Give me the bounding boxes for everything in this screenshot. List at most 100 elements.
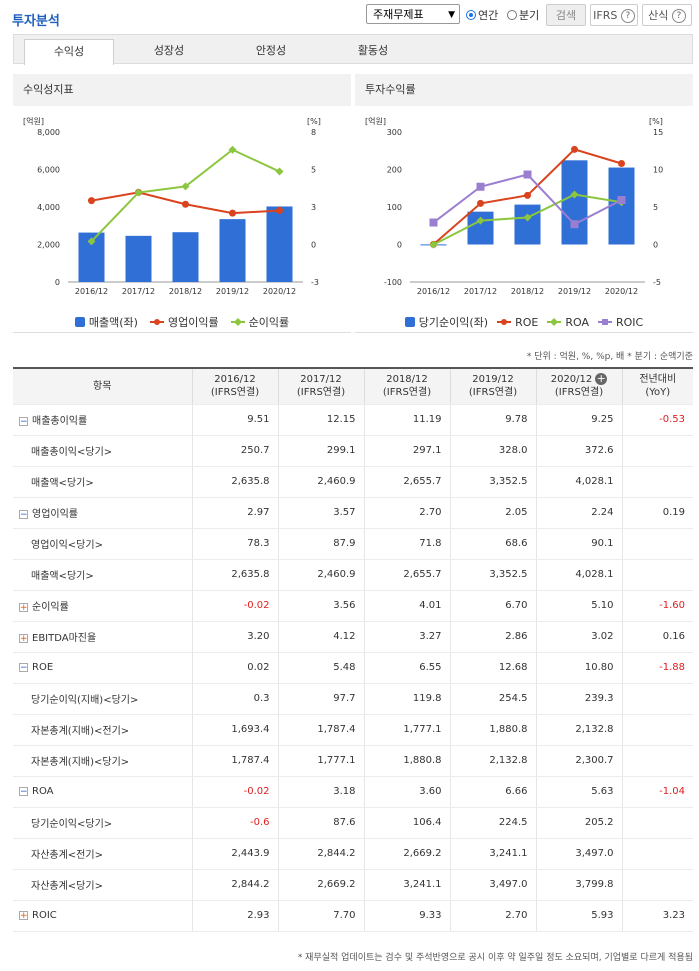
- row-label[interactable]: − ROA: [13, 776, 193, 808]
- radio-quarter[interactable]: 분기: [507, 7, 539, 23]
- cell-value: 3.27: [364, 621, 451, 653]
- tick-label-right: 8: [311, 128, 316, 137]
- cell-value: 2.86: [450, 621, 537, 653]
- cell-value: 12.68: [450, 652, 537, 684]
- cell-value: 5.63: [536, 776, 623, 808]
- cell-value: 4,028.1: [536, 559, 623, 591]
- collapse-icon[interactable]: −: [19, 509, 28, 520]
- cell-yoy: [622, 714, 693, 746]
- expand-icon[interactable]: +: [19, 910, 28, 921]
- legend-item: ROE: [497, 314, 538, 330]
- legend-item: ROIC: [597, 314, 643, 330]
- header-year: 2019/12 (IFRS연결): [450, 368, 537, 405]
- tick-label-left: 6,000: [37, 166, 60, 175]
- cell-yoy: -1.60: [622, 590, 693, 622]
- table-row: + EBITDA마진율 3.20 4.12 3.27 2.86 3.02 0.16: [13, 621, 693, 653]
- cell-yoy: -0.53: [622, 404, 693, 436]
- collapse-icon[interactable]: −: [19, 416, 28, 427]
- radio-checked-icon: [466, 10, 476, 20]
- cell-value: 2,655.7: [364, 559, 451, 591]
- row-label-text: 매출액<당기>: [31, 478, 94, 489]
- row-label-text: 당기순이익(지배)<당기>: [31, 695, 139, 706]
- table-row: 매출액<당기> 2,635.8 2,460.9 2,655.7 3,352.5 4,028…: [13, 466, 693, 498]
- row-label[interactable]: + EBITDA마진율: [13, 621, 193, 653]
- legend-line-icon: [230, 318, 245, 326]
- expand-icon[interactable]: +: [19, 633, 28, 644]
- axis-unit-left: [억원]: [23, 116, 44, 126]
- tick-label-x: 2016/12: [75, 287, 108, 296]
- cell-value: 2,300.7: [536, 745, 623, 777]
- tick-label-x: 2020/12: [605, 287, 638, 296]
- row-label: 매출총이익<당기>: [13, 435, 193, 467]
- legend-line-icon: [497, 319, 512, 325]
- cell-value: 205.2: [536, 807, 623, 839]
- cell-yoy: [622, 559, 693, 591]
- row-label[interactable]: + 순이익률: [13, 590, 193, 622]
- analysis-tabs: 수익성 성장성 안정성 활동성: [13, 34, 693, 65]
- add-column-icon[interactable]: +: [595, 372, 608, 386]
- cell-value: 3,352.5: [450, 559, 537, 591]
- row-label[interactable]: − 매출총이익률: [13, 404, 193, 436]
- row-label: 자산총계<전기>: [13, 838, 193, 870]
- cell-value: 1,787.4: [278, 714, 365, 746]
- row-label: 자본총계(지배)<전기>: [13, 714, 193, 746]
- legend-item: 순이익률: [230, 314, 289, 330]
- cell-value: 3,497.0: [450, 869, 537, 901]
- legend-item: ROA: [547, 314, 589, 330]
- tick-label-left: 200: [387, 166, 402, 175]
- tick-label-left: 0: [55, 278, 60, 287]
- cell-value: 1,777.1: [364, 714, 451, 746]
- tick-label-left: 2,000: [37, 241, 60, 250]
- axis-unit-right: [%]: [307, 117, 321, 126]
- cell-value: 78.3: [192, 528, 279, 560]
- data-point: [87, 237, 96, 246]
- cell-value: 3.57: [278, 497, 365, 529]
- footer-note: * 재무실적 업데이트는 검수 및 주석반영으로 공시 이후 약 일주일 정도 …: [297, 953, 693, 963]
- data-point: [476, 182, 485, 191]
- cell-value: -0.02: [192, 776, 279, 808]
- statement-type-select[interactable]: 주재무제표 ▼: [366, 4, 460, 24]
- search-button[interactable]: 검색: [546, 4, 586, 26]
- row-label: 당기순이익(지배)<당기>: [13, 683, 193, 715]
- collapse-icon[interactable]: −: [19, 662, 28, 673]
- cell-value: 12.15: [278, 404, 365, 436]
- row-label[interactable]: − 영업이익률: [13, 497, 193, 529]
- formula-button[interactable]: 산식 ?: [642, 4, 692, 26]
- tick-label-right: 5: [653, 203, 658, 212]
- row-label[interactable]: − ROE: [13, 652, 193, 684]
- data-point: [228, 145, 237, 154]
- row-label: 매출액<당기>: [13, 466, 193, 498]
- tab-profitability[interactable]: 수익성: [24, 39, 114, 65]
- chevron-down-icon: ▼: [448, 10, 455, 20]
- tab-growth[interactable]: 성장성: [153, 44, 185, 57]
- cell-value: 2,669.2: [364, 838, 451, 870]
- cell-value: 1,693.4: [192, 714, 279, 746]
- tick-label-right: 3: [311, 203, 316, 212]
- cell-value: 2.70: [450, 900, 537, 932]
- panel-title: 수익성지표: [13, 74, 351, 106]
- radio-annual[interactable]: 연간: [466, 7, 498, 23]
- tick-label-left: 300: [387, 128, 402, 137]
- table-row: 자본총계(지배)<당기> 1,787.4 1,777.1 1,880.8 2,132.8…: [13, 745, 693, 777]
- row-label-text: 자본총계(지배)<전기>: [31, 726, 130, 737]
- cell-value: 239.3: [536, 683, 623, 715]
- cell-value: 87.9: [278, 528, 365, 560]
- axis-unit-right: [%]: [649, 117, 663, 126]
- header-year: 2016/12 (IFRS연결): [192, 368, 279, 405]
- tab-stability[interactable]: 안정성: [255, 44, 287, 57]
- tick-label-left: 8,000: [37, 128, 60, 137]
- financial-table: 항목 2016/12 (IFRS연결) 2017/12 (IFRS연결) 2018/…: [13, 367, 693, 932]
- table-row: 자본총계(지배)<전기> 1,693.4 1,787.4 1,777.1 1,880.8…: [13, 714, 693, 746]
- cell-value: 97.7: [278, 683, 365, 715]
- cell-yoy: -1.04: [622, 776, 693, 808]
- row-label[interactable]: + ROIC: [13, 900, 193, 932]
- cell-value: 9.33: [364, 900, 451, 932]
- expand-icon[interactable]: +: [19, 602, 28, 613]
- cell-value: 2,655.7: [364, 466, 451, 498]
- collapse-icon[interactable]: −: [19, 786, 28, 797]
- cell-value: 6.66: [450, 776, 537, 808]
- cell-value: 2,460.9: [278, 466, 365, 498]
- tick-label-x: 2017/12: [464, 287, 497, 296]
- tab-activity[interactable]: 활동성: [357, 44, 389, 57]
- ifrs-button[interactable]: IFRS ?: [590, 4, 638, 26]
